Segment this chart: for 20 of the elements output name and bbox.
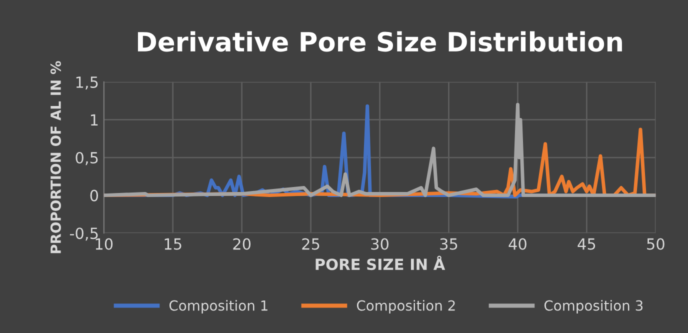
chart-title: Derivative Pore Size Distribution bbox=[138, 31, 622, 52]
x-axis-title: PORE SIZE IN Å bbox=[316, 256, 446, 270]
y-tick-label: -0,5 bbox=[70, 228, 98, 241]
y-tick-label: 0,5 bbox=[76, 152, 98, 166]
x-tick-label: 25 bbox=[302, 238, 320, 250]
y-tick-label: 1,5 bbox=[76, 76, 98, 90]
x-tick-label: 15 bbox=[164, 238, 182, 250]
y-tick-label: 1 bbox=[90, 114, 98, 126]
legend-label: Composition 2 bbox=[356, 300, 455, 314]
x-tick-label: 30 bbox=[371, 238, 388, 250]
x-tick-label: 10 bbox=[96, 238, 113, 250]
x-tick-label: 45 bbox=[578, 238, 596, 250]
legend-label: Composition 3 bbox=[544, 300, 643, 314]
y-tick-label: 0 bbox=[90, 190, 98, 202]
x-tick-label: 35 bbox=[440, 238, 458, 250]
legend-label: Composition 1 bbox=[169, 300, 268, 314]
x-tick-label: 40 bbox=[508, 238, 526, 250]
x-tick-label: 20 bbox=[233, 238, 251, 250]
y-axis-title: PROPORTION OF AL IN % bbox=[50, 61, 61, 254]
x-tick-label: 50 bbox=[647, 238, 664, 250]
